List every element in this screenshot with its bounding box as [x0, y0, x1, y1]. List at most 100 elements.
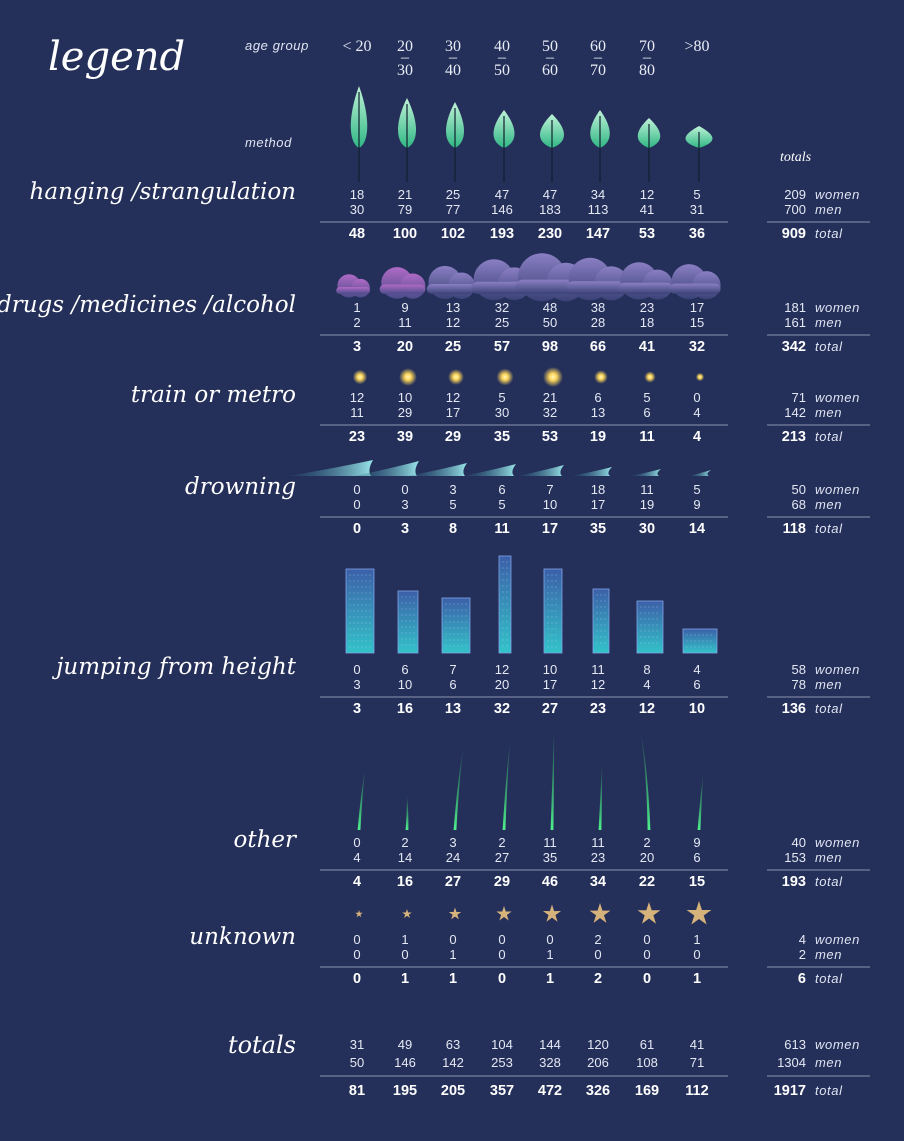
total-count: 0	[643, 971, 651, 987]
women-sum: 613	[784, 1037, 806, 1052]
men-count: 32	[543, 405, 557, 420]
total-count: 0	[353, 521, 361, 537]
total-count: 48	[349, 226, 365, 242]
men-sum: 161	[784, 315, 806, 330]
men-sum: 68	[792, 497, 806, 512]
men-count: 11	[350, 405, 364, 420]
total-count: 35	[494, 429, 510, 445]
light-icon	[399, 368, 417, 386]
light-icon	[695, 372, 705, 382]
method-row: drowning 0 0 3 6 7 18 11 50 3 5 5 10 17 19 90 3 8 11 17 35 30…	[185, 474, 870, 537]
men-label: men	[815, 850, 842, 865]
totals-label: totals	[780, 150, 812, 165]
women-label: women	[815, 835, 860, 850]
men-count: 2	[353, 315, 360, 330]
men-count: 0	[353, 947, 360, 962]
grass-icon	[357, 770, 365, 830]
method-label: hanging /strangulation	[30, 179, 296, 205]
age-group-dash: –	[593, 49, 603, 66]
men-count: 0	[498, 947, 505, 962]
total-count: 4	[353, 874, 361, 890]
women-count: 61	[640, 1037, 654, 1052]
women-count: 13	[446, 300, 460, 315]
total-count: 29	[494, 874, 510, 890]
age-group-header: < 20	[342, 38, 371, 55]
age-group-from: 30	[445, 38, 461, 55]
women-label: women	[815, 932, 860, 947]
total-count: 23	[349, 429, 365, 445]
women-sum: 181	[784, 300, 806, 315]
men-count: 253	[491, 1055, 513, 1070]
women-count: 48	[543, 300, 557, 315]
men-count: 3	[401, 497, 408, 512]
tree-icon	[446, 102, 464, 182]
cloud-base	[566, 281, 629, 294]
building-icon	[397, 590, 419, 654]
total-count: 0	[498, 971, 506, 987]
cloud-base	[669, 283, 721, 294]
women-sum: 209	[784, 187, 806, 202]
women-count: 23	[640, 300, 654, 315]
total-count: 3	[401, 521, 409, 537]
women-label: women	[815, 390, 860, 405]
women-count: 120	[587, 1037, 609, 1052]
method-row: unknown 0 1 0 0 0 2 0 10 0 1 0 1 0 0 00 1 1 0 1 2 0 1426womenm…	[189, 924, 870, 987]
grass-icon	[502, 742, 510, 830]
men-count: 11	[398, 315, 412, 330]
men-count: 35	[543, 850, 557, 865]
total-count: 12	[639, 701, 655, 717]
building-icon	[636, 600, 664, 654]
age-group-to: 50	[494, 62, 510, 79]
building-body	[592, 588, 610, 654]
women-count: 18	[591, 482, 605, 497]
age-group-header: 40–50	[494, 38, 510, 79]
women-sum: 71	[792, 390, 806, 405]
women-sum: 4	[799, 932, 806, 947]
method-row: hanging /strangulation 18 21 25 47 47 34 12 5 30 7…	[30, 179, 870, 242]
total-count: 13	[445, 701, 461, 717]
women-count: 0	[353, 835, 360, 850]
grass-icon	[697, 776, 703, 830]
light-icon	[644, 371, 656, 383]
men-count: 23	[591, 850, 605, 865]
total-count: 1	[449, 971, 457, 987]
grass-icon	[550, 732, 555, 830]
women-count: 47	[495, 187, 509, 202]
tree-icon	[685, 126, 713, 182]
method-row: train or metro 12 10 12 5 21 6 5 011 29 17 30 32 13 6 4…	[131, 382, 870, 445]
women-count: 21	[543, 390, 557, 405]
women-count: 11	[591, 662, 605, 677]
light-icon	[448, 369, 464, 385]
women-count: 0	[643, 932, 650, 947]
total-sum: 909	[782, 226, 806, 242]
cloud-icon	[669, 264, 721, 300]
women-count: 12	[350, 390, 364, 405]
age-group-from: 50	[542, 38, 558, 55]
age-group-label-text: < 20	[342, 38, 371, 55]
women-count: 0	[353, 662, 360, 677]
women-label: women	[815, 187, 860, 202]
cloud-icon	[566, 257, 629, 301]
method-label: method	[245, 135, 292, 150]
women-sum: 40	[792, 835, 806, 850]
men-count: 31	[690, 202, 704, 217]
men-count: 12	[446, 315, 460, 330]
total-count: 19	[590, 429, 606, 445]
age-group-dash: –	[545, 49, 555, 66]
method-label: unknown	[189, 924, 296, 950]
legend-title: legend	[48, 34, 185, 80]
men-label: men	[815, 497, 842, 512]
men-count: 50	[350, 1055, 364, 1070]
method-label: jumping from height	[51, 654, 296, 680]
total-count: 1	[401, 971, 409, 987]
age-group-header: 30–40	[445, 38, 461, 79]
wave-icon	[518, 465, 564, 476]
total-count: 100	[393, 226, 417, 242]
cloud-icon	[426, 265, 475, 299]
women-count: 12	[446, 390, 460, 405]
total-count: 46	[542, 874, 558, 890]
women-count: 0	[449, 932, 456, 947]
total-count: 23	[590, 701, 606, 717]
total-sum: 193	[782, 874, 806, 890]
